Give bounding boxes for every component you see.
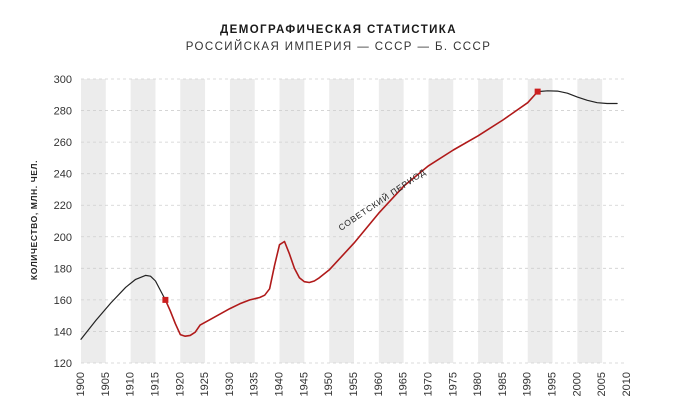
shaded-band — [329, 79, 354, 363]
y-tick-label: 160 — [54, 295, 72, 307]
x-tick-label: 1950 — [323, 372, 335, 396]
x-tick-label: 1970 — [422, 372, 434, 396]
y-tick-label: 300 — [54, 74, 72, 86]
x-tick-label: 1915 — [149, 372, 161, 396]
y-tick-label: 240 — [54, 169, 72, 181]
x-tick-label: 1945 — [298, 372, 310, 396]
x-tick-label: 1980 — [472, 372, 484, 396]
x-tick-label: 1955 — [348, 372, 360, 396]
x-tick-label: 1910 — [125, 372, 137, 396]
y-tick-label: 260 — [54, 137, 72, 149]
chart-title: ДЕМОГРАФИЧЕСКАЯ СТАТИСТИКА — [220, 24, 457, 36]
chart-subtitle: РОССИЙСКАЯ ИМПЕРИЯ — СССР — Б. СССР — [185, 41, 492, 53]
y-tick-label: 120 — [54, 358, 72, 370]
x-tick-label: 1920 — [174, 372, 186, 396]
y-axis-ticks: 120 140 160 180 200 220 240 260 280 300 — [54, 74, 72, 370]
series-markers — [162, 88, 541, 303]
shaded-band — [130, 79, 156, 363]
shaded-band — [378, 79, 404, 363]
x-tick-label: 1905 — [100, 372, 112, 396]
y-tick-label: 140 — [54, 326, 72, 338]
shaded-band — [527, 79, 553, 363]
y-tick-label: 200 — [54, 232, 72, 244]
shaded-band — [478, 79, 503, 363]
shaded-band — [279, 79, 305, 363]
series-line-imperial — [80, 274, 166, 340]
y-tick-label: 180 — [54, 263, 72, 275]
y-tick-label: 220 — [54, 200, 72, 212]
x-tick-label: 1930 — [224, 372, 236, 396]
x-tick-label: 1900 — [75, 372, 87, 396]
shaded-band — [81, 79, 106, 363]
x-tick-label: 1925 — [199, 372, 211, 396]
x-axis-ticks: 1900 1905 1910 1915 1920 1925 1930 1935 1940 1945… — [75, 372, 633, 396]
shaded-bands — [81, 79, 603, 363]
x-tick-label: 1940 — [274, 372, 286, 396]
x-tick-label: 1990 — [522, 372, 534, 396]
x-tick-label: 2010 — [621, 372, 633, 396]
shaded-band — [229, 79, 255, 363]
x-tick-label: 1975 — [447, 372, 459, 396]
x-tick-label: 1995 — [547, 372, 559, 396]
x-tick-label: 2005 — [596, 372, 608, 396]
y-tick-label: 280 — [54, 106, 72, 118]
shaded-band — [577, 79, 603, 363]
x-tick-label: 1960 — [373, 372, 385, 396]
data-point-marker — [162, 296, 169, 303]
shaded-band — [180, 79, 206, 363]
x-tick-label: 2000 — [571, 372, 583, 396]
data-point-marker — [534, 88, 541, 95]
x-tick-label: 1935 — [249, 372, 261, 396]
y-axis-label: КОЛИЧЕСТВО, МЛН. ЧЕЛ. — [29, 160, 39, 280]
gridlines — [81, 78, 627, 364]
shaded-band — [428, 79, 454, 363]
x-tick-label: 1965 — [398, 372, 410, 396]
series-lines — [80, 90, 618, 340]
x-tick-label: 1985 — [497, 372, 509, 396]
series-line-soviet — [164, 90, 539, 338]
series-line-post-soviet — [537, 90, 618, 105]
